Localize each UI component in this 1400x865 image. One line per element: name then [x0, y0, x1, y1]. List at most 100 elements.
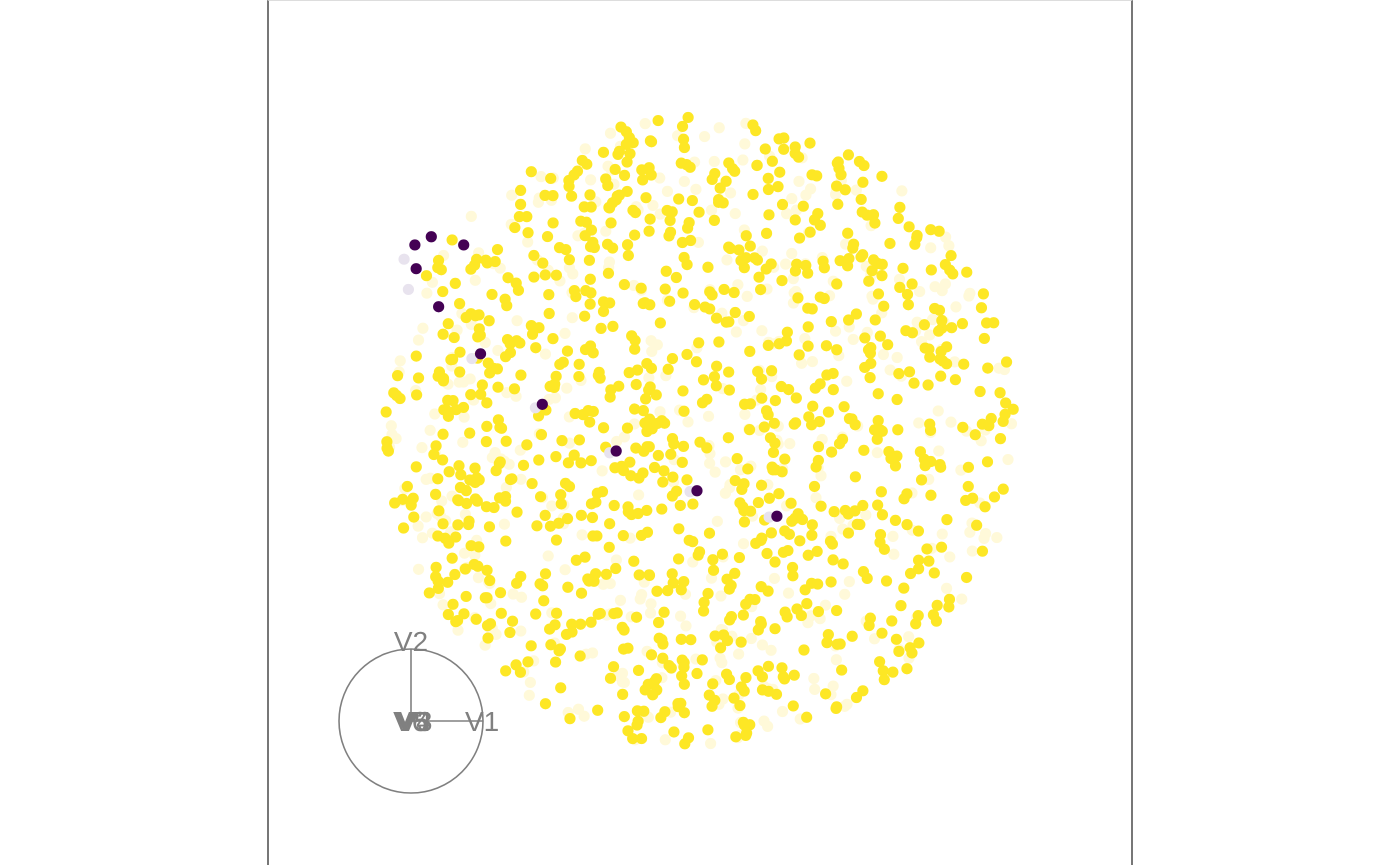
- data-point: [531, 520, 543, 532]
- data-point: [874, 656, 886, 668]
- faint-point: [724, 187, 737, 199]
- faint-point: [914, 285, 926, 298]
- data-point: [510, 659, 522, 671]
- data-point: [802, 549, 814, 561]
- data-point: [806, 519, 818, 531]
- data-point: [658, 465, 670, 477]
- data-point: [590, 496, 602, 508]
- data-point: [484, 574, 496, 587]
- faint-point: [417, 322, 429, 334]
- data-point: [773, 338, 785, 350]
- faint-point: [913, 417, 925, 429]
- faint-point: [542, 550, 554, 562]
- data-point: [465, 263, 477, 275]
- data-point: [602, 267, 615, 279]
- data-point: [583, 254, 596, 266]
- faint-point: [539, 348, 552, 360]
- faint-point: [741, 290, 753, 303]
- data-point: [848, 238, 860, 250]
- data-point: [470, 613, 482, 625]
- data-point: [563, 480, 576, 493]
- faint-point: [603, 256, 616, 268]
- faint-point: [925, 242, 937, 254]
- faint-point: [416, 442, 428, 454]
- data-point: [997, 483, 1009, 495]
- data-point: [760, 263, 772, 275]
- data-point: [636, 164, 648, 176]
- data-point: [744, 240, 756, 252]
- data-point: [630, 378, 642, 391]
- data-point: [994, 433, 1007, 445]
- data-point: [893, 645, 905, 657]
- data-point: [740, 230, 752, 242]
- data-point: [806, 303, 818, 315]
- data-point: [894, 281, 906, 293]
- data-point: [509, 221, 521, 234]
- data-point: [911, 229, 923, 242]
- data-point: [977, 288, 989, 300]
- data-point: [678, 251, 690, 264]
- data-point: [530, 608, 542, 620]
- data-point: [747, 119, 759, 131]
- data-point: [595, 322, 607, 334]
- faint-point: [563, 262, 576, 274]
- faint-point: [795, 357, 808, 369]
- faint-point: [457, 436, 469, 448]
- data-point: [762, 172, 774, 184]
- faint-point: [458, 411, 470, 423]
- data-point: [697, 605, 710, 617]
- data-point: [508, 383, 521, 395]
- data-point: [889, 514, 902, 526]
- data-point: [809, 382, 821, 394]
- data-point: [912, 525, 925, 537]
- data-point: [834, 255, 846, 267]
- data-point: [469, 462, 481, 474]
- data-point: [432, 530, 444, 542]
- data-point: [665, 662, 677, 674]
- faint-point: [877, 348, 890, 361]
- faint-point: [739, 138, 751, 150]
- data-point: [580, 285, 592, 297]
- data-point: [651, 417, 663, 430]
- faint-point: [469, 274, 481, 286]
- data-point: [635, 732, 648, 745]
- faint-point: [385, 420, 397, 432]
- data-point: [608, 607, 620, 620]
- data-point: [553, 242, 566, 254]
- data-point: [561, 345, 574, 357]
- data-point: [820, 340, 833, 352]
- data-point: [460, 590, 472, 603]
- data-point: [778, 132, 790, 144]
- data-point: [925, 489, 937, 501]
- data-point: [515, 198, 527, 210]
- data-point: [543, 307, 555, 320]
- faint-point: [891, 351, 903, 364]
- data-point: [762, 685, 775, 697]
- data-point: [776, 274, 788, 287]
- data-point: [522, 227, 534, 239]
- data-point: [828, 506, 840, 518]
- faint-point: [421, 287, 433, 299]
- faint-point: [755, 383, 767, 395]
- data-point: [562, 457, 574, 469]
- data-point: [890, 633, 903, 645]
- data-point: [858, 159, 870, 172]
- data-point: [812, 454, 824, 467]
- outlier-point: [536, 398, 548, 410]
- data-point: [533, 454, 545, 466]
- data-point: [672, 701, 684, 713]
- data-point: [437, 428, 449, 440]
- faint-point: [472, 572, 485, 584]
- data-point: [584, 416, 596, 428]
- data-point: [824, 535, 837, 547]
- data-point: [835, 169, 847, 181]
- faint-point: [549, 392, 561, 404]
- data-point: [513, 211, 525, 223]
- data-point: [545, 172, 557, 185]
- faint-point: [644, 607, 657, 619]
- data-point: [506, 615, 519, 627]
- data-point: [566, 618, 578, 630]
- data-point: [709, 167, 721, 180]
- data-point: [941, 514, 953, 526]
- data-point: [455, 469, 467, 481]
